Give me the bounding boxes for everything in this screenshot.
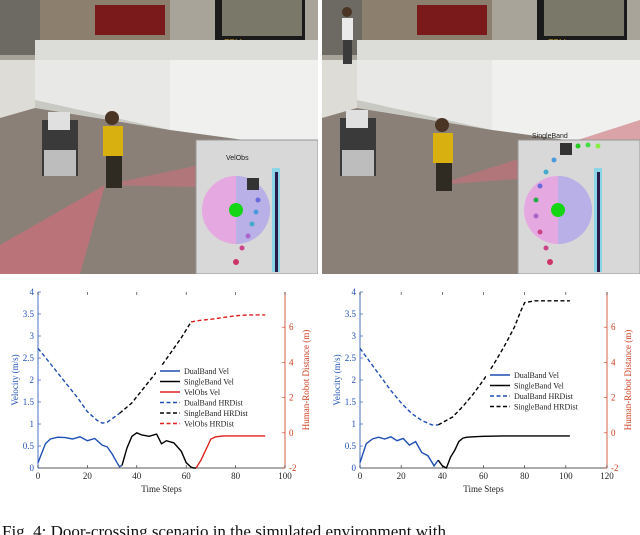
- x-tick-label: 40: [438, 471, 448, 481]
- plot-left: 0 20 40 60 80 100 0 0.5 1 1.5 2 2.5 3 3.5 4 -2 0 2 4 6 Time …: [0, 280, 318, 498]
- y-tick-label-right: 6: [611, 322, 616, 332]
- inset-map: VelObs: [195, 139, 318, 274]
- y-tick-label-right: 4: [611, 357, 616, 367]
- scene-left: FPV VelObs: [0, 0, 318, 274]
- y-tick-label-right: 0: [611, 428, 616, 438]
- series-line-2: [359, 347, 439, 426]
- scene-right: FPV SingleBand: [322, 0, 640, 274]
- y-tick-label-left: 0: [352, 463, 357, 473]
- series-line-3: [437, 300, 570, 426]
- y-tick-label-left: 4: [30, 287, 35, 297]
- series-line-1: [121, 431, 197, 469]
- robot-model: [340, 110, 376, 176]
- legend-label: SingleBand Vel: [184, 378, 235, 387]
- legend-label: DualBand Vel: [184, 367, 230, 376]
- chart-right-svg: 0 20 40 60 80 100 120 0 0.5 1 1.5 2 2.5 3 3.5 4 -2 0 2 4 6 Ti…: [332, 287, 633, 494]
- y-tick-label-right: -2: [289, 463, 297, 473]
- legend-label: SingleBand HRDist: [514, 403, 579, 412]
- plot-right: 0 20 40 60 80 100 120 0 0.5 1 1.5 2 2.5 3 3.5 4 -2 0 2 4 6 Ti…: [322, 280, 640, 498]
- y-tick-label-right: 2: [289, 393, 294, 403]
- inset-label: VelObs: [226, 155, 249, 162]
- x-tick-label: 100: [278, 471, 292, 481]
- y-tick-label-left: 1.5: [23, 397, 35, 407]
- legend-label: DualBand HRDist: [184, 399, 244, 408]
- legend-label: DualBand HRDist: [514, 392, 574, 401]
- x-tick-label: 20: [83, 471, 93, 481]
- y-tick-label-left: 1: [30, 419, 35, 429]
- y-tick-label-left: 3.5: [345, 309, 357, 319]
- y-tick-label-left: 4: [352, 287, 357, 297]
- x-tick-label: 80: [231, 471, 241, 481]
- chart-left-svg: 0 20 40 60 80 100 0 0.5 1 1.5 2 2.5 3 3.5 4 -2 0 2 4 6 Time …: [10, 287, 311, 494]
- legend-label: SingleBand HRDist: [184, 409, 249, 418]
- person-background: [342, 7, 353, 64]
- x-axis-label: Time Steps: [463, 484, 504, 494]
- inset-label: SingleBand: [532, 133, 568, 140]
- legend-label: VelObs HRDist: [184, 420, 235, 429]
- y-tick-label-right: 0: [289, 428, 294, 438]
- x-tick-label: 0: [36, 471, 41, 481]
- y-tick-label-left: 2: [30, 375, 35, 385]
- y-tick-label-left: 3: [352, 331, 357, 341]
- x-tick-label: 60: [182, 471, 192, 481]
- x-tick-label: 60: [479, 471, 489, 481]
- x-tick-label: 80: [520, 471, 530, 481]
- y-axis-label-right: Human-Robot Distance (m): [623, 330, 633, 430]
- series-line-0: [359, 436, 439, 468]
- y-tick-label-right: -2: [611, 463, 619, 473]
- y-tick-label-left: 0.5: [345, 441, 357, 451]
- human-agent: [103, 111, 123, 188]
- figure-caption: Fig. 4: Door-crossing scenario in the si…: [2, 514, 638, 535]
- y-tick-label-left: 1.5: [345, 397, 357, 407]
- y-tick-label-left: 3.5: [23, 309, 35, 319]
- y-tick-label-left: 2: [352, 375, 357, 385]
- series-line-1: [437, 435, 570, 469]
- x-tick-label: 20: [397, 471, 407, 481]
- series-line-3: [37, 347, 120, 424]
- y-tick-label-left: 3: [30, 331, 35, 341]
- y-tick-label-left: 1: [352, 419, 357, 429]
- y-tick-label-left: 2.5: [345, 353, 357, 363]
- x-tick-label: 100: [559, 471, 573, 481]
- legend-label: VelObs Vel: [184, 388, 221, 397]
- legend-box: [156, 366, 268, 433]
- y-tick-label-right: 4: [289, 357, 294, 367]
- legend-label: DualBand Vel: [514, 371, 560, 380]
- y-tick-label-left: 0: [30, 463, 35, 473]
- y-axis-label-left: Velocity (m/s): [10, 354, 20, 405]
- y-tick-label-right: 6: [289, 322, 294, 332]
- y-axis-label-left: Velocity (m/s): [332, 354, 342, 405]
- y-tick-label-left: 0.5: [23, 441, 35, 451]
- x-tick-label: 40: [132, 471, 142, 481]
- x-tick-label: 0: [358, 471, 363, 481]
- x-axis-label: Time Steps: [141, 484, 182, 494]
- y-axis-label-right: Human-Robot Distance (m): [301, 330, 311, 430]
- series-line-2: [195, 435, 266, 469]
- x-tick-label: 120: [600, 471, 614, 481]
- inset-map: SingleBand: [517, 133, 640, 274]
- series-line-5: [190, 314, 266, 323]
- legend-box: [486, 370, 590, 416]
- series-line-0: [37, 436, 123, 468]
- legend-label: SingleBand Vel: [514, 382, 565, 391]
- human-agent: [433, 118, 453, 191]
- y-tick-label-right: 2: [611, 393, 616, 403]
- robot-model: [42, 112, 78, 176]
- caption-text: Fig. 4: Door-crossing scenario in the si…: [2, 522, 446, 535]
- y-tick-label-left: 2.5: [23, 353, 35, 363]
